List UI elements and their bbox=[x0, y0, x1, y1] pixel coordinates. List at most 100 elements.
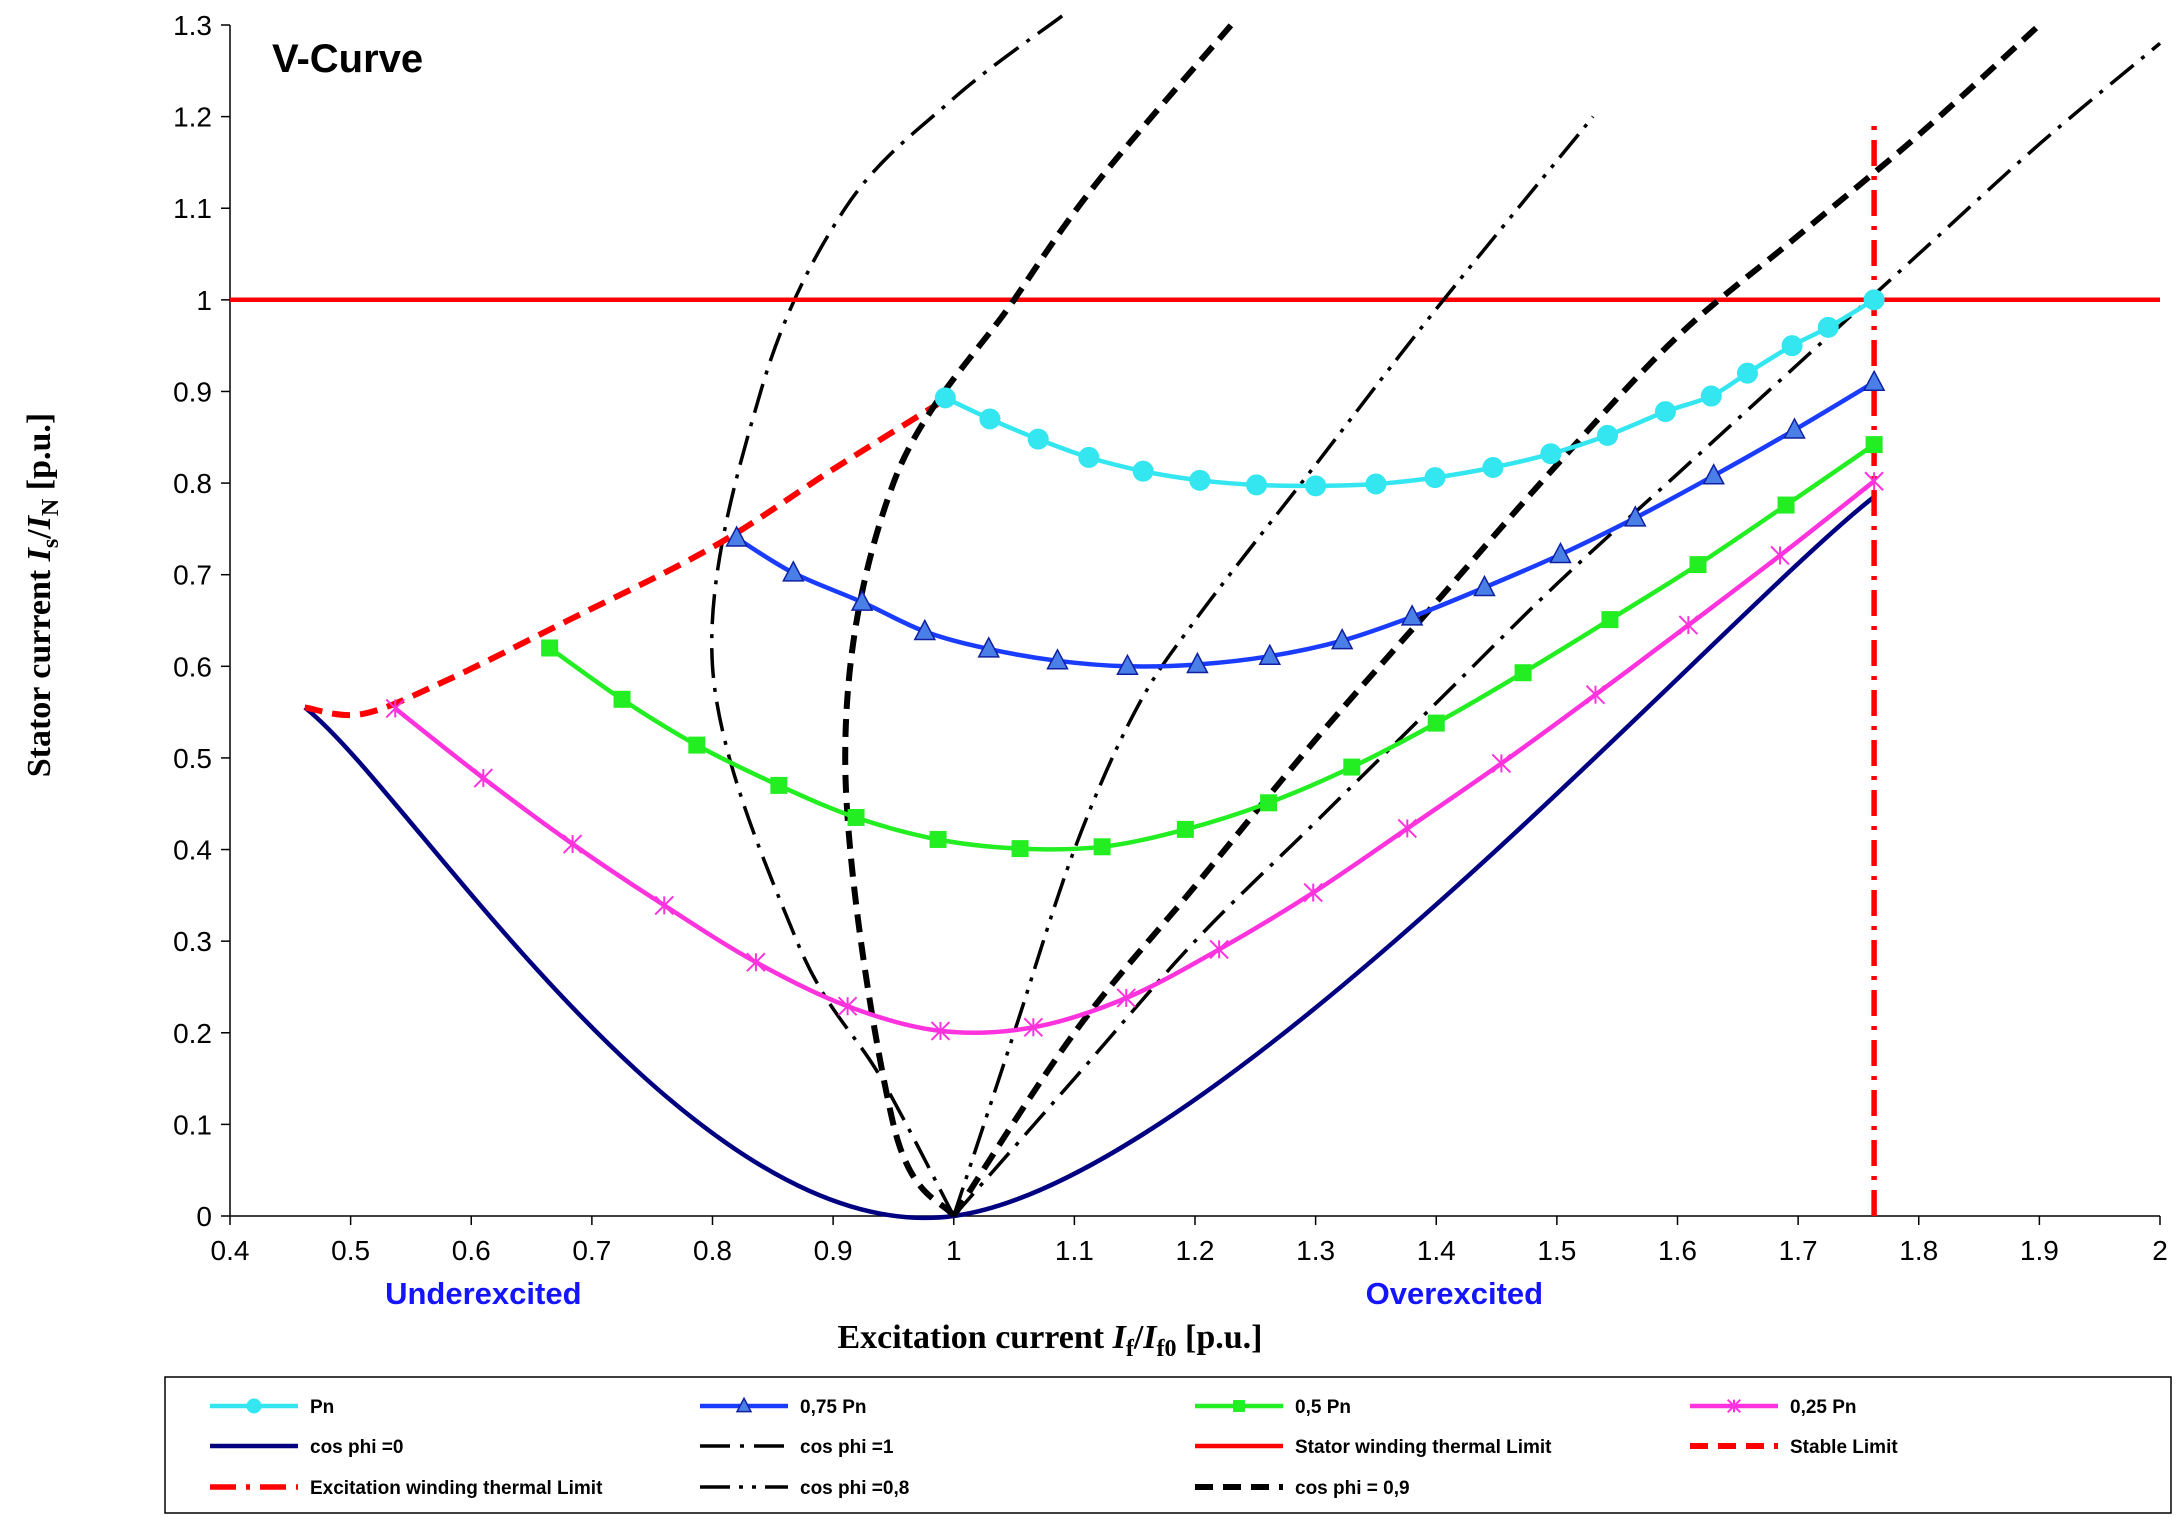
y-axis-title: Stator current Is/IN [p.u.] bbox=[21, 413, 64, 778]
legend-cos-phi-0-8-label: cos phi =0,8 bbox=[800, 1478, 909, 1499]
x-tick-label: 1.4 bbox=[1417, 1235, 1456, 1266]
0-75-pn-point bbox=[782, 560, 805, 582]
0-75-pn-point bbox=[1400, 604, 1424, 626]
chart-title: V-Curve bbox=[272, 37, 423, 81]
legend-cos-phi-0-9-label: cos phi = 0,9 bbox=[1295, 1478, 1410, 1499]
0-25-pn-point bbox=[746, 952, 766, 972]
pn-point bbox=[1189, 469, 1211, 491]
0-5-pn-point bbox=[847, 808, 865, 826]
legend: Pn 0,75 Pn 0,5 Pn 0,25 Pn cos phi =0 cos phi … bbox=[164, 1376, 2172, 1514]
0-5-pn-line bbox=[548, 442, 1876, 852]
pn-point bbox=[1817, 316, 1839, 338]
0-75-pn-point bbox=[725, 525, 748, 547]
y-tick-label: 0.2 bbox=[173, 1018, 212, 1049]
0-5-pn-point bbox=[1601, 611, 1619, 629]
x-tick-label: 1 bbox=[946, 1235, 962, 1266]
legend-0-25-pn-label: 0,25 Pn bbox=[1790, 1397, 1857, 1418]
x-tick-label: 0.8 bbox=[693, 1235, 732, 1266]
pn-point bbox=[1863, 289, 1885, 311]
annotations: Underexcited Overexcited bbox=[385, 1276, 1543, 1311]
legend-stable-limit-label: Stable Limit bbox=[1790, 1437, 1898, 1458]
y-tick-label: 0.1 bbox=[173, 1109, 212, 1140]
series-line bbox=[951, 22, 2042, 1218]
y-tick-label: 0 bbox=[196, 1201, 212, 1232]
series-line bbox=[952, 41, 2162, 1218]
0-25-pn-point bbox=[1678, 615, 1699, 635]
overexcited-label: Overexcited bbox=[1366, 1276, 1544, 1311]
pn-point bbox=[1365, 473, 1387, 495]
pn-point bbox=[979, 408, 1001, 430]
0-5-pn-point bbox=[770, 776, 788, 794]
0-25-pn-point bbox=[385, 698, 405, 719]
0-25-pn-point bbox=[1397, 818, 1418, 839]
x-axis-title-var2: I bbox=[1142, 1319, 1158, 1356]
pn-point bbox=[1027, 428, 1049, 450]
0-25-pn-point bbox=[1770, 545, 1790, 566]
pn-point bbox=[1781, 335, 1803, 357]
x-tick-label: 1.1 bbox=[1055, 1235, 1094, 1266]
0-75-pn-point bbox=[1624, 505, 1647, 527]
underexcited-label: Underexcited bbox=[385, 1276, 581, 1311]
0-75-pn-point bbox=[1783, 417, 1806, 439]
y-axis-title-slash: / bbox=[21, 529, 58, 540]
y-tick-label: 1.1 bbox=[173, 193, 212, 224]
pn-point bbox=[1132, 460, 1154, 482]
legend-cos-phi-1-label: cos phi =1 bbox=[800, 1437, 894, 1458]
legend-box bbox=[164, 1376, 2172, 1514]
0-5-pn-point bbox=[1260, 794, 1278, 812]
x-axis-title-sub2: f0 bbox=[1157, 1336, 1177, 1362]
x-axis-title-slash: / bbox=[1133, 1319, 1144, 1356]
y-tick-label: 1 bbox=[196, 285, 212, 316]
y-tick-label: 1.3 bbox=[173, 10, 212, 41]
0-25-pn-point bbox=[837, 996, 858, 1016]
0-5-pn-point bbox=[1093, 838, 1111, 856]
0-5-pn-point bbox=[929, 830, 947, 848]
x-tick-label: 1.3 bbox=[1296, 1235, 1335, 1266]
x-tick-label: 1.2 bbox=[1176, 1235, 1215, 1266]
0-75-pn-point bbox=[1116, 653, 1139, 676]
x-tick-label: 1.9 bbox=[2020, 1235, 2059, 1266]
cos-phi-0-8-line bbox=[952, 115, 1595, 1217]
y-tick-label: 0.9 bbox=[173, 376, 212, 407]
y-tick-label: 0.6 bbox=[173, 651, 212, 682]
y-tick-label: 0.5 bbox=[173, 743, 212, 774]
pn-point bbox=[934, 387, 956, 409]
0-75-pn-point bbox=[1258, 643, 1282, 665]
x-axis-title-unit: [p.u.] bbox=[1177, 1319, 1263, 1356]
pn-point bbox=[1700, 385, 1722, 407]
0-5-pn-point bbox=[1865, 436, 1883, 454]
legend-pn-label: Pn bbox=[310, 1397, 334, 1418]
x-tick-label: 2 bbox=[2152, 1235, 2168, 1266]
0-25-pn-point bbox=[1864, 471, 1884, 491]
0-25-pn-point bbox=[1585, 685, 1606, 705]
y-tick-label: 0.4 bbox=[173, 835, 212, 866]
legend-0-5-pn-label: 0,5 Pn bbox=[1295, 1397, 1351, 1418]
0-25-pn-point bbox=[473, 768, 494, 788]
0-5-pn-point bbox=[688, 736, 706, 754]
legend-0-5-pn-marker bbox=[1233, 1400, 1245, 1412]
0-5-pn-point bbox=[1689, 556, 1707, 574]
x-tick-label: 1.6 bbox=[1658, 1235, 1697, 1266]
0-25-pn-point bbox=[654, 895, 674, 916]
y-axis-title-prefix: Stator current bbox=[21, 561, 58, 777]
pn-point bbox=[1540, 443, 1562, 465]
pn-point bbox=[1078, 446, 1100, 468]
pn-point bbox=[1305, 475, 1327, 497]
plot-area bbox=[229, 25, 2160, 1217]
x-axis-title-sub1: f bbox=[1126, 1336, 1135, 1362]
x-tick-label: 1.8 bbox=[1899, 1235, 1938, 1266]
0-75-pn-point bbox=[913, 618, 937, 641]
y-axis-title-var1: I bbox=[21, 546, 58, 562]
0-75-pn-point bbox=[850, 589, 874, 611]
legend-excitation-winding-thermal-limit-label: Excitation winding thermal Limit bbox=[310, 1478, 603, 1499]
legend-0-75-pn-marker bbox=[735, 1396, 753, 1413]
y-axis-title-var2: I bbox=[21, 514, 58, 530]
0-5-pn-point bbox=[1514, 664, 1532, 682]
cos-phi-1-line bbox=[710, 14, 1064, 1217]
y-tick-label: 1.2 bbox=[173, 102, 212, 133]
0-75-pn-point bbox=[1473, 574, 1496, 597]
0-25-pn-point bbox=[1116, 988, 1136, 1008]
cos-phi-0-9-line bbox=[842, 23, 1234, 1218]
y-axis-title-unit: [p.u.] bbox=[21, 413, 58, 499]
y-tick-label: 0.8 bbox=[173, 468, 212, 499]
